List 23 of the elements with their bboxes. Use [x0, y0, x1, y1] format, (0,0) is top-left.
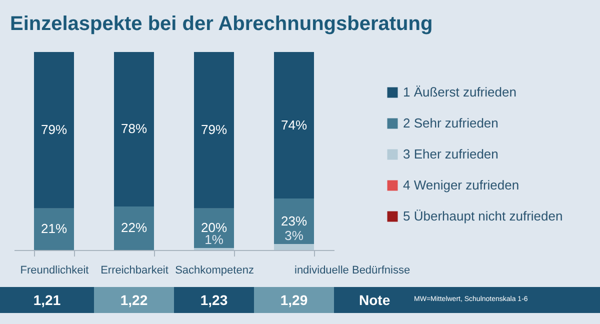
data-label: 22% — [120, 220, 148, 236]
data-label: 23% — [280, 213, 308, 228]
legend-label: 3 Eher zufrieden — [403, 146, 498, 162]
text: 1,29 — [254, 287, 334, 313]
legend-label: 2 Sehr zufrieden — [403, 116, 498, 130]
x-tick-label: individuelle Bedürfnisse — [294, 264, 410, 276]
x-tick-label: Freundlichkeit — [20, 264, 89, 276]
text: 1,23 — [174, 287, 254, 313]
data-label: 21% — [40, 221, 68, 236]
data-label: 79% — [40, 122, 68, 138]
data-label: 78% — [120, 121, 148, 136]
data-label: 74% — [280, 117, 308, 132]
x-tick-label: Sachkompetenz — [175, 264, 254, 276]
text: Note — [359, 291, 390, 310]
data-label: 79% — [200, 122, 228, 138]
legend-label: 5 Überhaupt nicht zufrieden — [403, 208, 563, 224]
chart-title: Einzelaspekte bei der Abrechnungsberatung — [10, 13, 433, 35]
text: 1,22 — [94, 287, 174, 313]
legend-label: 4 Weniger zufrieden — [403, 178, 520, 192]
data-label: 3% — [284, 228, 304, 244]
legend-label: 1 Äußerst zufrieden — [403, 84, 516, 100]
x-tick-label: Erreichbarkeit — [100, 264, 168, 276]
text: 1,21 — [0, 287, 94, 313]
